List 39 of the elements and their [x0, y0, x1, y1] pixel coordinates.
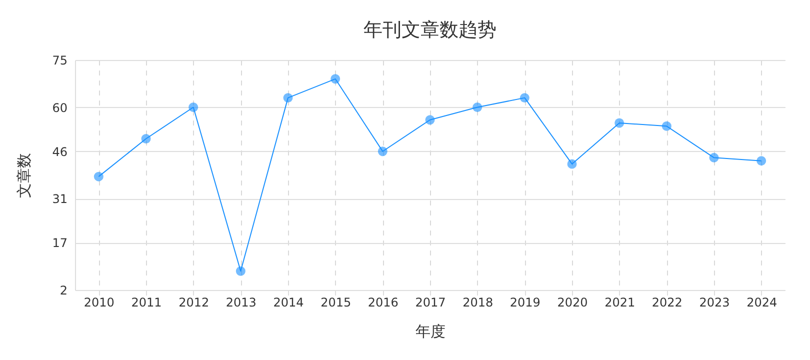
y-tick-label: 31: [52, 192, 68, 206]
x-tick-label: 2014: [273, 296, 304, 310]
point: [709, 152, 719, 162]
y-axis-title: 文章数: [15, 153, 34, 198]
x-tick-label: 2016: [368, 296, 398, 310]
x-tick-label: 2018: [462, 296, 494, 310]
x-tick-label: 2013: [226, 296, 256, 310]
y-tick-label: 2: [60, 284, 68, 298]
x-tick-label: 2019: [510, 296, 540, 310]
x-tick-label: 2017: [415, 296, 446, 310]
point: [756, 156, 766, 166]
x-tick-label: 2011: [131, 296, 162, 310]
x-tick-label: 2024: [746, 296, 778, 310]
point: [614, 118, 624, 128]
point: [141, 134, 151, 144]
x-tick-label: 2020: [557, 296, 588, 310]
x-tick-label: 2010: [84, 296, 114, 310]
point: [567, 159, 577, 169]
x-tick-label: 2012: [178, 296, 210, 310]
x-tick-label: 2015: [320, 296, 352, 310]
x-tick-label: 2022: [652, 296, 682, 310]
y-tick-label: 17: [52, 236, 68, 250]
point: [330, 74, 340, 84]
x-axis-title: 年度: [416, 322, 446, 340]
y-tick-label: 60: [52, 100, 68, 115]
y-tick-label: 46: [52, 144, 68, 159]
x-tick-label: 2023: [699, 296, 730, 310]
point: [662, 121, 672, 131]
y-tick-label: 75: [52, 54, 68, 68]
point: [378, 146, 388, 156]
point: [283, 93, 293, 103]
x-tick-label: 2021: [604, 296, 636, 310]
chart-title: 年刊文章数趋势: [364, 19, 496, 41]
point: [472, 102, 482, 112]
point: [236, 266, 246, 276]
point: [520, 93, 530, 103]
point: [425, 115, 435, 125]
point: [188, 102, 198, 112]
point: [94, 172, 104, 182]
